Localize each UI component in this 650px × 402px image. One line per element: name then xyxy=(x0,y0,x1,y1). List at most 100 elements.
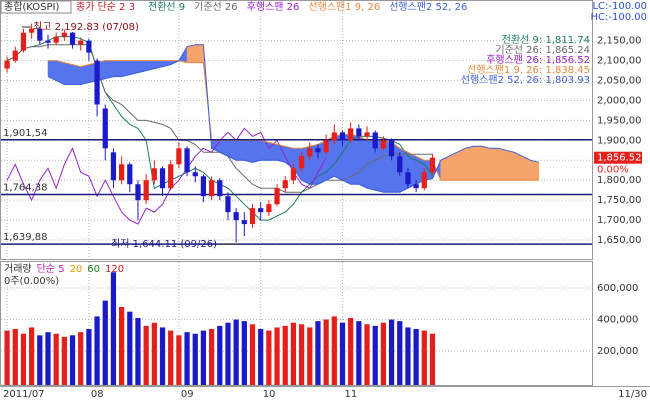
cloud xyxy=(80,64,90,85)
lc-label: LC:-100.00 xyxy=(592,1,647,12)
cloud xyxy=(448,151,458,181)
cloud xyxy=(244,140,253,163)
volume-bar xyxy=(421,330,427,385)
cloud xyxy=(358,135,368,189)
subtitle: 종가 단순 2 3 xyxy=(76,1,135,13)
high-note: 최고 2,192.83 (07/08) xyxy=(33,21,139,33)
volume-bar xyxy=(119,306,125,385)
candle-body xyxy=(217,180,223,197)
candle-body xyxy=(380,140,387,149)
cloud xyxy=(194,44,204,63)
volume-bar xyxy=(208,329,215,385)
y-tick-label: 1,750,00 xyxy=(597,195,642,206)
cloud xyxy=(105,60,114,79)
candle-body xyxy=(266,204,272,213)
chart-title: 종합(KOSPI) xyxy=(4,1,60,13)
volume-bar xyxy=(4,330,10,385)
candle-body xyxy=(20,32,27,51)
volume-bar xyxy=(12,329,18,385)
y-tick-label: 600,000 xyxy=(597,283,638,294)
cloud xyxy=(334,134,343,181)
volume-bar xyxy=(429,333,436,385)
volume-bar xyxy=(372,325,378,385)
last-price-box xyxy=(594,151,642,164)
cloud xyxy=(473,146,482,181)
info-label: 후행스팬 26: 1,856.52 xyxy=(486,54,590,66)
volume-bar xyxy=(69,335,76,385)
y-tick-label: 2,050,00 xyxy=(597,76,642,87)
volume-bar xyxy=(200,330,207,385)
candle-body xyxy=(78,40,84,45)
series-line xyxy=(48,60,539,181)
volume-bar xyxy=(405,327,411,385)
candle-body xyxy=(151,168,157,181)
cloud xyxy=(113,60,122,77)
candle-body xyxy=(94,60,100,105)
y-tick-label: 200,000 xyxy=(597,346,638,357)
x-last-label: 11/30 xyxy=(618,389,647,400)
candle-body xyxy=(12,50,18,61)
legend-entry: 60 xyxy=(87,264,100,275)
candle-body xyxy=(208,180,215,197)
candle-body xyxy=(102,108,108,149)
volume-bar xyxy=(307,327,313,385)
cloud xyxy=(64,62,73,85)
x-tick-label: 08 xyxy=(91,389,104,400)
candle-body xyxy=(249,208,256,225)
candle-body xyxy=(413,184,419,189)
legend-entry: 기준선 26 xyxy=(194,1,238,13)
candle-body xyxy=(53,36,59,43)
candle-body xyxy=(315,148,321,153)
volume-bar xyxy=(78,332,84,385)
cloud xyxy=(268,142,278,161)
volume-bar xyxy=(61,336,67,385)
legend-entry: 선행스팬1 9, 26 xyxy=(308,1,380,13)
x-tick-label: 10 xyxy=(263,389,276,400)
volume-bar xyxy=(127,311,133,385)
candle-body xyxy=(61,32,67,37)
volume-bar xyxy=(249,324,256,385)
cloud xyxy=(497,148,507,181)
candle-body xyxy=(29,28,35,33)
legend-entry: 20 xyxy=(70,264,83,275)
cloud xyxy=(530,159,540,181)
volume-bar xyxy=(282,325,288,385)
info-label: 전환선 9: 1,811.74 xyxy=(502,34,590,46)
volume-bar xyxy=(233,319,239,385)
volume-bar xyxy=(397,321,403,385)
last-price: 1,856.52 xyxy=(597,153,642,164)
volume-bar xyxy=(225,322,231,385)
cloud xyxy=(464,146,474,181)
candle-body xyxy=(45,40,51,43)
candle-body xyxy=(372,132,378,149)
candle-body xyxy=(143,180,149,201)
volume-bar xyxy=(388,319,395,385)
volume-bar xyxy=(53,333,59,385)
candle-body xyxy=(323,140,329,153)
candle-body xyxy=(233,212,239,221)
candle-body xyxy=(135,184,141,201)
volume-bar xyxy=(86,329,92,385)
candle-body xyxy=(110,152,117,181)
y-tick-label: 1,900,00 xyxy=(597,135,642,146)
y-tick-label: 1,700,00 xyxy=(597,215,642,226)
level-label: 1,764,38 xyxy=(3,182,48,193)
y-tick-label: 2,000,00 xyxy=(597,95,642,106)
x-tick-label: 11 xyxy=(344,389,357,400)
candle-body xyxy=(282,180,288,189)
candle-body xyxy=(388,140,395,157)
volume-bar xyxy=(380,322,387,385)
cloud xyxy=(260,140,270,161)
volume-bar xyxy=(135,317,141,385)
candle-body xyxy=(307,148,313,157)
volume-bar xyxy=(102,300,108,385)
legend-entry: 120 xyxy=(105,264,124,275)
hc-label: HC:-100.00 xyxy=(591,12,647,23)
candle-body xyxy=(421,172,427,189)
legend-entry: 거래량 xyxy=(4,263,32,275)
candle-body xyxy=(4,60,10,69)
volume-bar xyxy=(364,324,370,385)
volume-bar xyxy=(413,329,419,385)
cloud xyxy=(505,150,515,181)
